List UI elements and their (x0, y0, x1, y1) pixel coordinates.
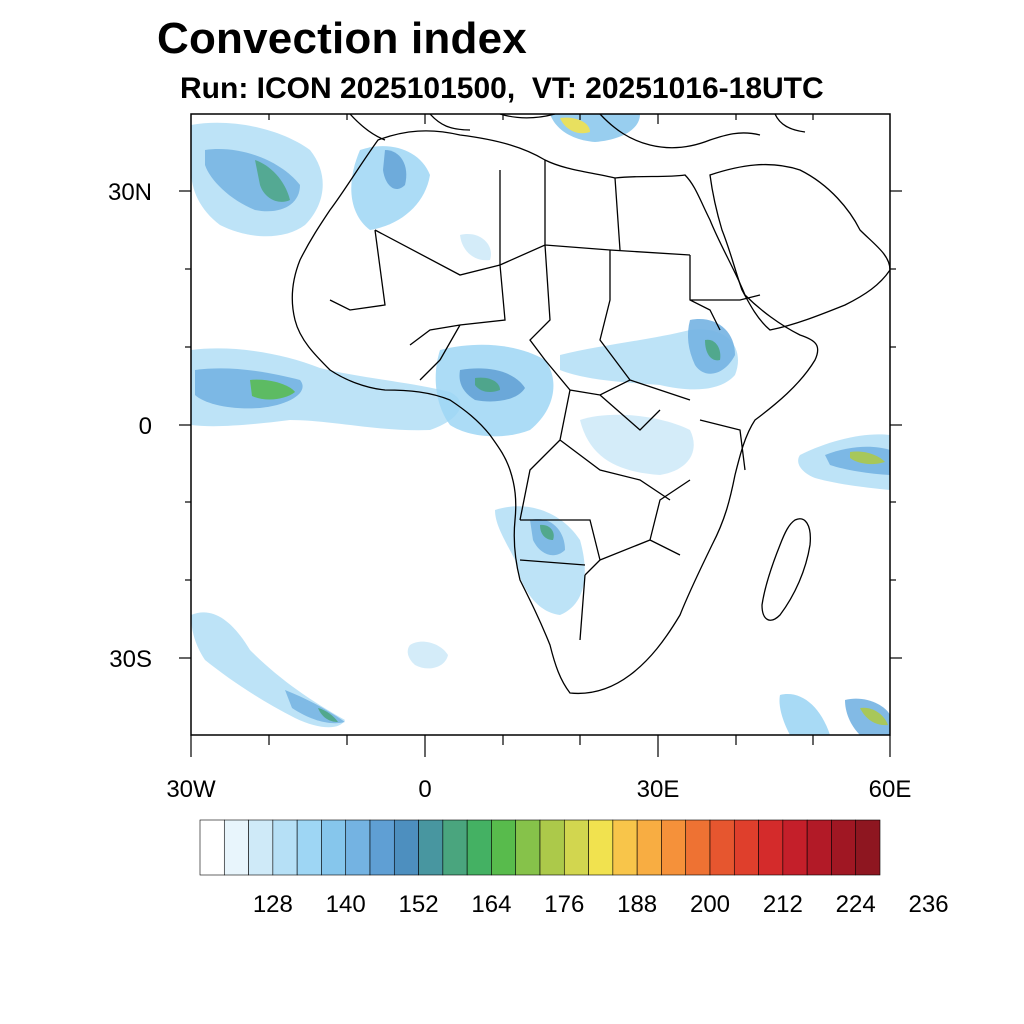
colorbar-swatch (588, 819, 614, 876)
colorbar-swatch (661, 819, 687, 876)
colorbar-swatch (806, 819, 832, 876)
convection-area-nw-atlantic-peak (255, 160, 290, 202)
colorbar-label: 128 (253, 891, 293, 918)
arabia-coastline (709, 163, 890, 331)
chart-title: Convection index (157, 14, 527, 63)
convection-area-southern-africa-peak (540, 524, 554, 540)
country-borders (329, 160, 761, 641)
colorbar-swatch (515, 819, 541, 876)
convection-area-south-atlantic (191, 612, 345, 728)
lon-label-30e: 30E (637, 776, 680, 803)
convection-area-morocco-core (383, 150, 407, 190)
lat-label-30n: 30N (108, 179, 152, 206)
colorbar-swatch (248, 819, 274, 876)
colorbar-swatch (685, 819, 711, 876)
colorbar-label: 176 (544, 891, 584, 918)
colorbar-swatch (782, 819, 808, 876)
convection-field (191, 114, 890, 735)
colorbar-swatch (296, 819, 322, 876)
lon-label-60e: 60E (869, 776, 912, 803)
colorbar-swatch (199, 819, 225, 876)
convection-area-ethiopia-peak (705, 339, 721, 361)
colorbar-swatch (442, 819, 468, 876)
colorbar-swatch (733, 819, 759, 876)
colorbar-swatch (831, 819, 857, 876)
lon-label-30w: 30W (166, 776, 216, 803)
africa-coastline (291, 130, 819, 695)
europe-coastline (349, 114, 806, 149)
colorbar-swatch (612, 819, 638, 876)
colorbar-swatch (709, 819, 735, 876)
colorbar-label: 200 (690, 891, 730, 918)
colorbar-swatch (758, 819, 784, 876)
convection-area-swirl (407, 641, 448, 669)
colorbar-swatch (345, 819, 371, 876)
colorbar-label: 140 (326, 891, 366, 918)
convection-area-south-atlantic-peak (318, 708, 338, 722)
colorbar-swatch (418, 819, 444, 876)
convection-area-itcz-atlantic (191, 348, 461, 431)
colorbar-label: 164 (471, 891, 511, 918)
convection-area-south-atlantic-core (285, 690, 345, 724)
colorbar-swatch (466, 819, 492, 876)
colorbar-swatch (223, 819, 249, 876)
coastlines (291, 114, 890, 695)
lat-label-30s: 30S (109, 646, 152, 673)
convection-area-great-lakes (580, 414, 694, 475)
colorbar-swatch (321, 819, 347, 876)
colorbar-swatch (369, 819, 395, 876)
convection-area-central-africa-peak (475, 377, 500, 393)
colorbar-swatch (563, 819, 589, 876)
colorbar-label: 224 (836, 891, 876, 918)
convection-area-morocco (351, 146, 430, 230)
convection-area-se-indian (779, 694, 830, 735)
colorbar: 128 140 152 164 176 188 200 212 224 236 (199, 819, 949, 918)
colorbar-swatch (539, 819, 565, 876)
madagascar-coastline (761, 518, 811, 621)
convection-area-indian-ocean-peak (850, 451, 885, 465)
convection-area-se-corner-peak (860, 707, 888, 726)
colorbar-label: 152 (399, 891, 439, 918)
colorbar-label: 212 (763, 891, 803, 918)
convection-area-itcz-atlantic-peak (250, 379, 295, 400)
colorbar-swatch (855, 819, 881, 876)
lat-label-0: 0 (139, 413, 152, 440)
lon-label-0: 0 (418, 776, 431, 803)
convection-area-southern-africa (495, 506, 585, 615)
colorbar-swatch (491, 819, 517, 876)
colorbar-swatch (393, 819, 419, 876)
chart-subtitle: Run: ICON 2025101500, VT: 20251016-18UTC (180, 72, 824, 105)
colorbar-label: 236 (909, 891, 949, 918)
colorbar-swatch (272, 819, 298, 876)
convection-area-sahara (460, 234, 491, 261)
convection-area-mediterranean-peak (560, 117, 590, 134)
colorbar-swatch (636, 819, 662, 876)
colorbar-label: 188 (617, 891, 657, 918)
axis-ticks (179, 114, 902, 757)
